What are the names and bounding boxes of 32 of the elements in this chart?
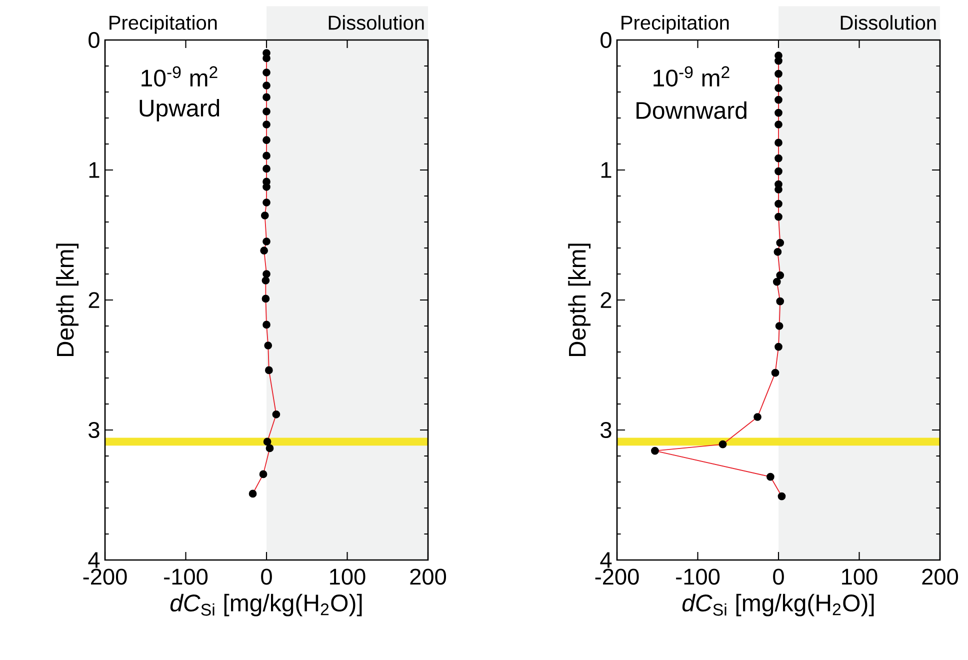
y-tick-label: 4 [88,552,100,568]
x-tick-label: -100 [164,568,208,585]
x-tick-label: -100 [676,568,720,585]
y-tick-label: 4 [600,552,612,568]
band-label: Dissolution [328,15,424,30]
y-axis-title: Depth [km] [56,244,79,356]
text: Precipitation [110,15,217,34]
x-axis-title: dC$_{Si}$ [mg/kg(H$_{2}$O)] [682,594,874,616]
x-axis-title: dC$_{Si}$ [mg/kg(H$_{2}$O)] [170,594,362,616]
x-tick-label: -200 [83,568,127,585]
x-tick-label: 100 [330,568,366,585]
y-axis-title: Depth [km] [568,244,591,356]
x-tick-label: -200 [595,568,639,585]
y-tick-label: 0 [600,32,612,48]
y-tick-label: 1 [601,162,612,178]
text: Precipitation [622,15,729,34]
x-tick-label: 200 [922,568,958,585]
annotation: 10$^{-9}$ m$^{2}$ [654,66,730,87]
y-tick-label: 2 [600,292,612,308]
y-tick-label: 3 [88,422,100,438]
x-tick-label: 0 [773,568,784,585]
y-tick-label: 3 [600,422,612,438]
annotation: 10$^{-9}$ m$^{2}$ [142,66,218,87]
band-label: Dissolution [840,15,936,30]
x-tick-label: 200 [410,568,446,585]
x-tick-label: 100 [842,568,878,585]
y-tick-label: 0 [88,32,100,48]
x-tick-label: 0 [261,568,272,585]
annotation: Upward [140,99,220,122]
annotation: Downward [636,101,746,120]
y-tick-label: 2 [88,292,100,308]
y-tick-label: 1 [89,162,100,178]
